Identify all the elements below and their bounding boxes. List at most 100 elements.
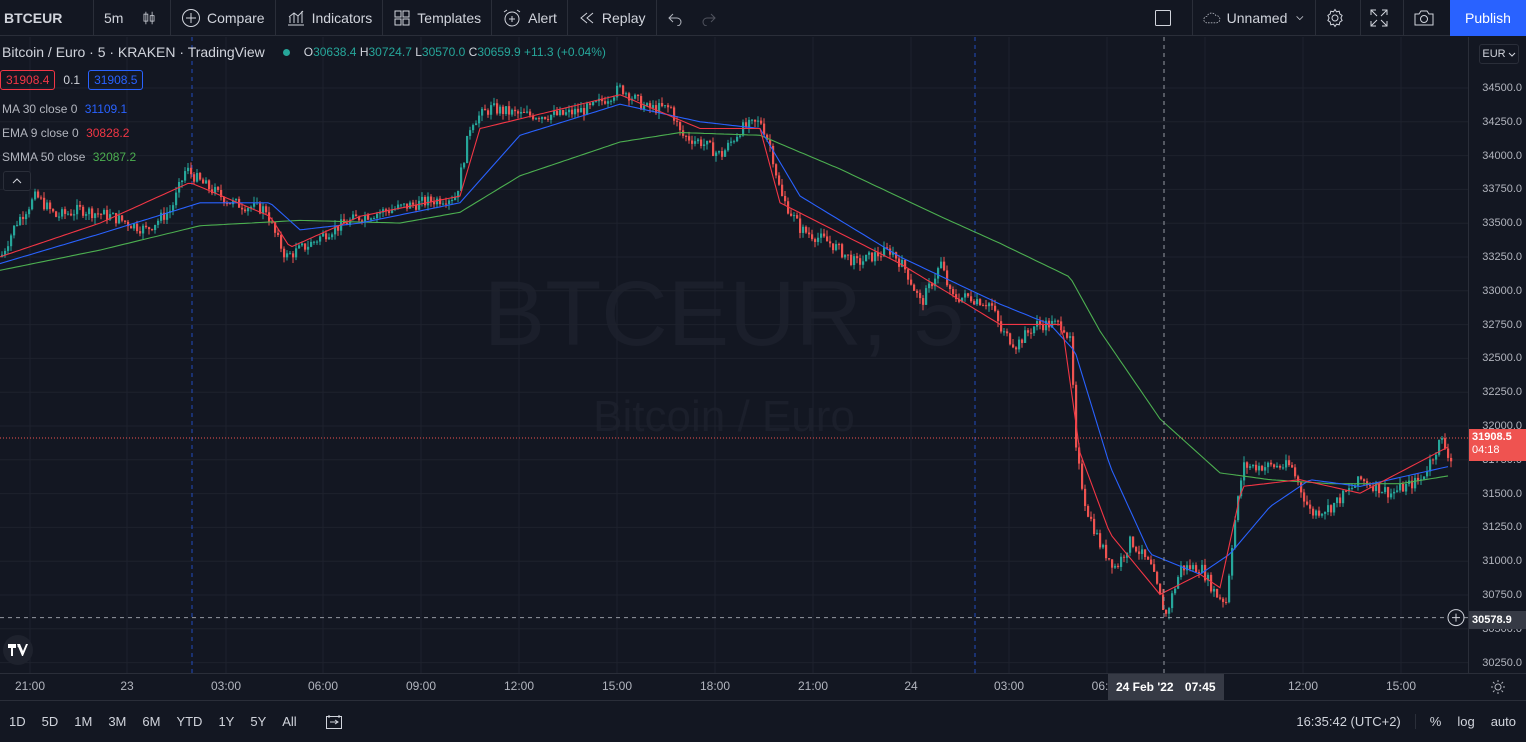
candle-body xyxy=(529,111,532,116)
candle-body xyxy=(304,243,307,250)
fullscreen-button[interactable] xyxy=(1361,0,1403,36)
indicator-value: 32087.2 xyxy=(92,150,137,164)
candle-body xyxy=(553,110,556,115)
indicator-smma-legend[interactable]: SMMA 50 close 32087.2 xyxy=(2,150,136,164)
replay-button[interactable]: Replay xyxy=(568,0,656,36)
candle-body xyxy=(466,135,469,164)
indicator-ma-legend[interactable]: MA 30 close 0 31109.1 xyxy=(2,102,127,116)
candle-body xyxy=(148,227,151,230)
candle-body xyxy=(97,213,100,215)
candle-body xyxy=(697,139,700,142)
candle-body xyxy=(730,141,733,143)
candle-body xyxy=(871,252,874,262)
candle-body xyxy=(1066,332,1069,338)
range-button[interactable]: 1D xyxy=(9,714,26,729)
settings-button[interactable] xyxy=(1316,0,1360,36)
range-button[interactable]: YTD xyxy=(176,714,203,729)
candle-body xyxy=(43,197,46,210)
candle-body xyxy=(376,213,379,219)
axis-settings-icon[interactable] xyxy=(1490,679,1506,695)
chart-pane[interactable]: BTCEUR, 5 Bitcoin / Euro Bitcoin / Euro … xyxy=(0,37,1468,673)
range-button[interactable]: All xyxy=(282,714,297,729)
layout-toggle-button[interactable] xyxy=(1140,0,1192,36)
collapse-legend-button[interactable] xyxy=(3,171,31,191)
market-status-dot[interactable] xyxy=(282,48,290,56)
range-button[interactable]: 1M xyxy=(74,714,93,729)
candle-body xyxy=(511,109,514,115)
crosshair-plus-button[interactable] xyxy=(1447,609,1465,627)
candle-body xyxy=(7,246,10,251)
layout-name-button[interactable]: Unnamed xyxy=(1193,0,1315,36)
symbol-search-button[interactable]: BTCEUR xyxy=(4,9,63,26)
currency-button[interactable]: EUR xyxy=(1479,44,1519,64)
time-tick-label: 21:00 xyxy=(797,679,829,693)
sell-price-button[interactable]: 31908.4 xyxy=(0,70,56,90)
toolbar-divider xyxy=(491,0,493,36)
range-button[interactable]: 3M xyxy=(108,714,127,729)
candle-body xyxy=(1123,556,1126,558)
candle-body xyxy=(1450,457,1453,462)
templates-button[interactable]: Templates xyxy=(383,0,491,36)
tradingview-logo[interactable] xyxy=(3,635,33,665)
chart-style-button[interactable] xyxy=(134,0,170,36)
candle-body xyxy=(919,292,922,299)
candle-body xyxy=(292,253,295,258)
candle-body xyxy=(595,101,598,103)
candle-body xyxy=(295,248,298,258)
candle-body xyxy=(508,106,511,115)
candle-body xyxy=(712,142,715,157)
candle-body xyxy=(289,253,292,255)
candle-body xyxy=(592,101,595,106)
open-value: 30638.4 xyxy=(313,45,357,59)
indicator-ema-legend[interactable]: EMA 9 close 0 30828.2 xyxy=(2,126,129,140)
candle-body xyxy=(73,214,76,216)
range-button[interactable]: 6M xyxy=(142,714,161,729)
log-scale-toggle[interactable]: log xyxy=(1457,714,1475,729)
cloud-icon xyxy=(1203,12,1221,23)
interval-button[interactable]: 5m xyxy=(104,9,124,26)
candle-body xyxy=(526,111,529,113)
alarm-clock-icon xyxy=(503,9,521,26)
undo-button[interactable] xyxy=(657,0,695,36)
candle-body xyxy=(664,105,667,107)
candle-body xyxy=(415,204,418,210)
range-button[interactable]: 5Y xyxy=(250,714,267,729)
candle-body xyxy=(802,226,805,233)
auto-scale-toggle[interactable]: auto xyxy=(1490,714,1516,729)
candle-body xyxy=(1207,574,1210,581)
toolbar-divider xyxy=(566,0,568,36)
candle-body xyxy=(250,206,253,208)
candle-body xyxy=(733,141,736,143)
percent-scale-toggle[interactable]: % xyxy=(1414,714,1450,729)
redo-button[interactable] xyxy=(695,0,729,36)
candle-body xyxy=(748,119,751,128)
price-chart[interactable] xyxy=(0,37,1468,673)
candle-body xyxy=(601,98,604,102)
candle-body xyxy=(1138,551,1141,554)
candle-body xyxy=(472,125,475,131)
indicators-button[interactable]: Indicators xyxy=(276,0,383,36)
price-axis[interactable]: 30250.030500.030750.031000.031250.031500… xyxy=(1468,37,1526,673)
clock-timezone[interactable]: 16:35:42 (UTC+2) xyxy=(1296,714,1401,729)
candle-body xyxy=(838,244,841,246)
publish-button[interactable]: Publish xyxy=(1450,0,1526,36)
candle-body xyxy=(1423,476,1426,480)
price-tick-label: 30250.0 xyxy=(1482,656,1522,669)
range-button[interactable]: 5D xyxy=(41,714,59,729)
time-tick-label: 21:00 xyxy=(14,679,46,693)
candle-body xyxy=(544,116,547,119)
snapshot-button[interactable] xyxy=(1404,0,1450,36)
candle-body xyxy=(688,136,691,141)
bid-ask-panel: 31908.4 0.1 31908.5 xyxy=(0,70,144,90)
candle-body xyxy=(208,180,211,190)
candle-body xyxy=(1249,466,1252,468)
go-to-date-icon[interactable] xyxy=(325,714,343,730)
candle-body xyxy=(1399,483,1402,491)
time-axis[interactable]: 15:00 12:00 06: 03:00 24 21:00 18:00 15:00 12:00… xyxy=(0,673,1526,700)
compare-button[interactable]: Compare xyxy=(171,0,275,36)
alert-button[interactable]: Alert xyxy=(492,0,567,36)
candle-body xyxy=(1303,492,1306,502)
buy-price-button[interactable]: 31908.5 xyxy=(88,70,144,90)
range-button[interactable]: 1Y xyxy=(218,714,235,729)
candle-body xyxy=(430,196,433,202)
